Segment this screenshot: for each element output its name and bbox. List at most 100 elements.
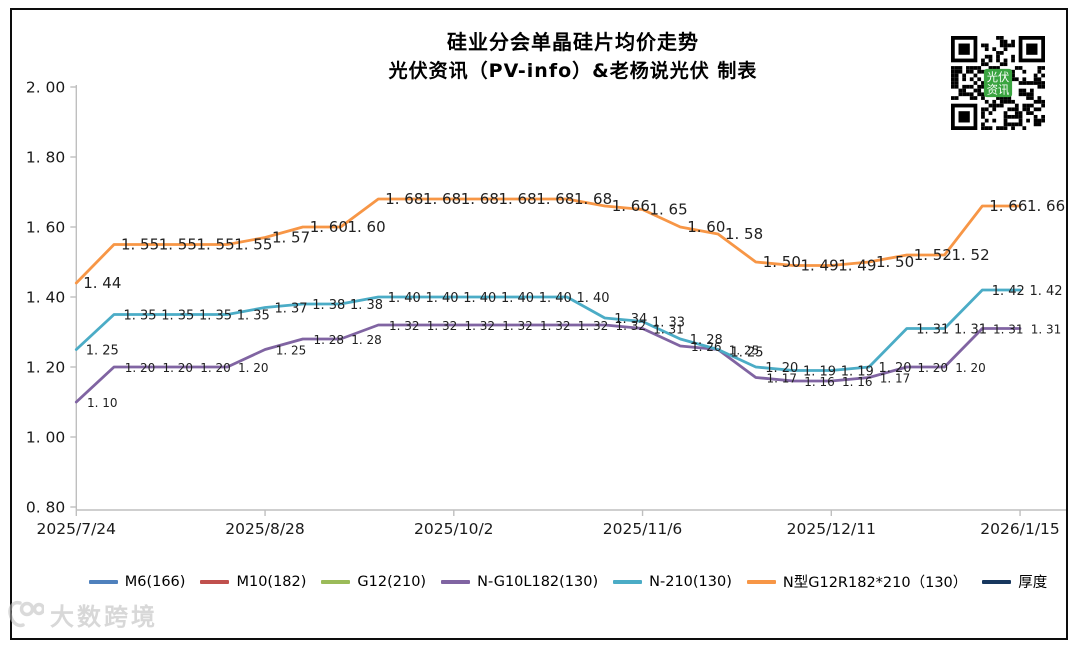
qr-module bbox=[981, 111, 985, 115]
data-label: 1. 31 bbox=[954, 323, 987, 338]
data-label: 1. 25 bbox=[86, 344, 119, 359]
qr-module bbox=[992, 118, 997, 123]
data-label: 1. 17 bbox=[767, 372, 798, 386]
qr-module bbox=[984, 54, 989, 59]
qr-module bbox=[1026, 92, 1030, 97]
qr-module bbox=[996, 66, 1000, 70]
legend-label: N型G12R182*210（130） bbox=[782, 575, 968, 591]
qr-module bbox=[984, 62, 989, 67]
qr-module bbox=[958, 43, 970, 55]
qr-module bbox=[1041, 84, 1045, 89]
qr-module bbox=[1003, 99, 1008, 104]
data-label: 1. 66 bbox=[989, 197, 1027, 215]
qr-module bbox=[984, 118, 989, 123]
data-label: 1. 35 bbox=[199, 309, 232, 324]
qr-module bbox=[954, 77, 959, 82]
data-label: 1. 37 bbox=[275, 302, 308, 317]
data-label: 1. 35 bbox=[237, 309, 270, 324]
qr-module bbox=[1037, 77, 1042, 82]
qr-module bbox=[951, 81, 955, 85]
data-label: 1. 40 bbox=[577, 291, 610, 306]
legend-swatch bbox=[200, 579, 230, 584]
qr-module bbox=[996, 51, 1000, 55]
qr-module bbox=[973, 73, 978, 78]
qr-module bbox=[981, 92, 985, 97]
qr-module bbox=[1029, 96, 1034, 100]
qr-module bbox=[954, 96, 959, 100]
qr-module bbox=[981, 96, 985, 100]
data-label: 1. 19 bbox=[803, 365, 836, 380]
legend-item-6: N型G12R182*210（130） bbox=[746, 571, 968, 592]
qr-module bbox=[969, 96, 974, 100]
qr-module bbox=[977, 88, 982, 93]
qr-module bbox=[981, 122, 985, 127]
qr-module bbox=[984, 107, 989, 112]
qr-module bbox=[981, 126, 985, 130]
qr-module bbox=[969, 69, 974, 74]
qr-module bbox=[1037, 84, 1042, 89]
qr-module bbox=[1014, 111, 1019, 115]
qr-module bbox=[1003, 43, 1008, 48]
data-label: 1. 68 bbox=[461, 190, 499, 208]
qr-center-label: 资讯 bbox=[987, 83, 1010, 96]
qr-module bbox=[1003, 47, 1008, 52]
data-label: 1. 40 bbox=[539, 291, 572, 306]
legend-swatch bbox=[88, 579, 118, 584]
legend-item-4: N-G10L182(130) bbox=[441, 574, 598, 590]
qr-module bbox=[1014, 103, 1019, 108]
data-label: 1. 32 bbox=[578, 319, 609, 333]
qr-module bbox=[1011, 43, 1015, 48]
qr-module bbox=[988, 103, 993, 108]
y-tick-label: 1. 80 bbox=[26, 149, 65, 167]
qr-module bbox=[1022, 107, 1027, 112]
qr-center-label: 光伏 bbox=[987, 70, 1010, 84]
qr-module bbox=[969, 92, 974, 97]
data-label: 1. 50 bbox=[763, 253, 801, 271]
qr-module bbox=[958, 66, 963, 70]
qr-module bbox=[1003, 122, 1008, 127]
qr-module bbox=[1018, 66, 1023, 70]
watermark: 大数跨境 bbox=[6, 597, 158, 632]
legend: M6(166) M10(182) G12(210) N-G10L182(130) N-2… bbox=[78, 571, 1058, 592]
y-tick-label: 1. 20 bbox=[26, 359, 65, 377]
qr-module bbox=[988, 111, 993, 115]
qr-module bbox=[1014, 107, 1019, 112]
qr-module bbox=[1018, 88, 1023, 93]
qr-module bbox=[999, 126, 1004, 130]
qr-module bbox=[958, 92, 963, 97]
qr-module bbox=[966, 69, 970, 74]
qr-module bbox=[977, 77, 982, 82]
legend-swatch bbox=[613, 579, 643, 584]
qr-module bbox=[1007, 96, 1012, 100]
qr-module bbox=[1007, 114, 1012, 119]
qr-module bbox=[981, 69, 985, 74]
qr-module bbox=[969, 66, 974, 70]
chart-title: 硅业分会单晶硅片均价走势 bbox=[447, 30, 699, 54]
data-label: 1. 60 bbox=[687, 218, 725, 236]
qr-module bbox=[1026, 107, 1030, 112]
qr-module bbox=[1011, 99, 1015, 104]
qr-module bbox=[962, 92, 967, 97]
qr-module bbox=[1026, 96, 1030, 100]
qr-module bbox=[1018, 92, 1023, 97]
data-label: 1. 60 bbox=[310, 218, 348, 236]
qr-module bbox=[966, 66, 970, 70]
data-label: 1. 25 bbox=[729, 344, 760, 358]
qr-module bbox=[977, 84, 982, 89]
y-tick-label: 1. 60 bbox=[26, 219, 65, 237]
qr-module bbox=[1011, 77, 1015, 82]
x-tick-label: 2025/10/2 bbox=[414, 520, 493, 538]
qr-module bbox=[996, 96, 1000, 100]
data-label: 1. 55 bbox=[234, 236, 272, 254]
qr-module bbox=[1026, 118, 1030, 123]
data-label: 1. 60 bbox=[347, 218, 385, 236]
qr-module bbox=[1033, 122, 1038, 127]
qr-module bbox=[1033, 107, 1038, 112]
qr-module bbox=[1011, 69, 1015, 74]
data-label: 1. 26 bbox=[691, 340, 722, 354]
data-label: 1. 32 bbox=[465, 319, 496, 333]
data-label: 1. 55 bbox=[121, 236, 159, 254]
qr-module bbox=[1003, 118, 1008, 123]
data-label: 1. 49 bbox=[800, 257, 838, 275]
